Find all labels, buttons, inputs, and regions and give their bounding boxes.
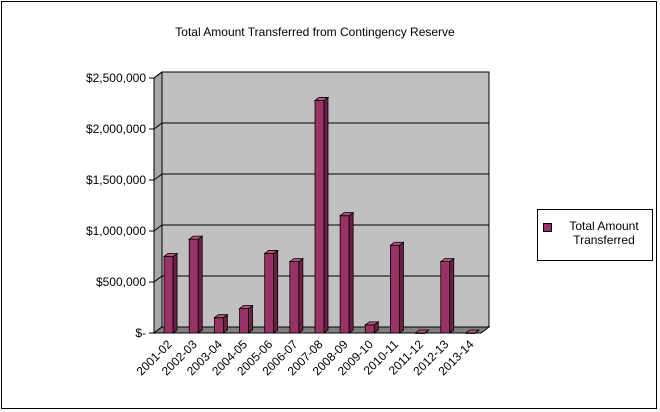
y-tick-label: $500,000 [96, 275, 146, 289]
gridline [153, 122, 489, 130]
bar [314, 100, 325, 334]
bar-top [364, 321, 380, 326]
y-tick-label: $1,000,000 [86, 224, 146, 238]
y-tick-label: $2,000,000 [86, 122, 146, 136]
gridline [153, 275, 489, 283]
bar-top [439, 258, 455, 263]
bar-top [313, 97, 330, 101]
legend: Total Amount Transferred [537, 209, 653, 261]
bar [239, 308, 249, 334]
bar-side [273, 249, 279, 334]
bar-top [389, 241, 405, 246]
bar-top [338, 212, 355, 217]
bar [264, 253, 275, 334]
bar-side [197, 235, 203, 334]
legend-label: Total Amount Transferred [569, 219, 639, 247]
bar-top [288, 258, 305, 263]
bar [440, 261, 451, 334]
bar-top [188, 235, 204, 240]
bar [289, 261, 300, 334]
bar [390, 244, 400, 334]
bar-side [399, 241, 404, 334]
side-wall [153, 71, 163, 334]
gridline [153, 71, 489, 79]
y-tick-label: $1,500,000 [86, 173, 146, 187]
bar-top [238, 305, 254, 309]
bar-top [464, 329, 481, 334]
bar-side [248, 304, 253, 334]
bar-top [162, 253, 179, 257]
bar-side [323, 96, 329, 334]
bar-top [414, 329, 430, 334]
bar [339, 215, 350, 334]
bar-side [172, 252, 178, 334]
bar [188, 238, 199, 334]
bar [213, 317, 224, 334]
y-tick-label: $2,500,000 [86, 71, 146, 85]
bar [163, 256, 174, 334]
chart-title: Total Amount Transferred from Contingenc… [175, 25, 455, 39]
bar-side [348, 211, 354, 334]
bar-top [213, 314, 229, 319]
gridline [153, 224, 489, 232]
legend-swatch [543, 223, 552, 232]
y-tick-label: $- [135, 326, 146, 340]
bar-side [449, 257, 455, 334]
bar-top [263, 250, 279, 254]
bar [364, 324, 375, 334]
bar-side [298, 257, 304, 334]
gridline [153, 173, 489, 181]
